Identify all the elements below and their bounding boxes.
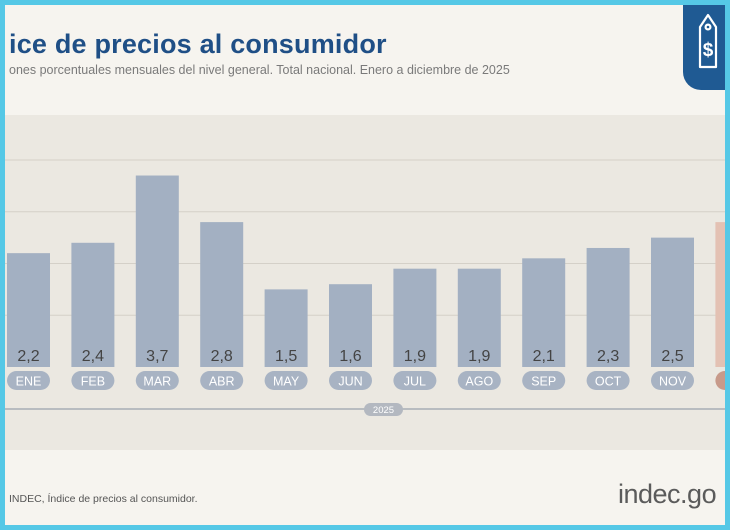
- category-label: JUL: [404, 375, 426, 389]
- page-subtitle: ones porcentuales mensuales del nivel ge…: [9, 63, 510, 77]
- bar-value-label: 2,3: [597, 348, 619, 365]
- logo-badge: $: [683, 5, 725, 90]
- bar: [522, 258, 566, 367]
- category-pill: [522, 371, 566, 390]
- category-pill: [264, 371, 308, 390]
- bar-value-label: 1,5: [275, 348, 297, 365]
- bar: [651, 237, 694, 367]
- bar: [135, 175, 179, 367]
- bar: [7, 253, 50, 367]
- bar: [393, 268, 437, 367]
- category-label: JUN: [338, 375, 362, 389]
- category-label: MAY: [273, 375, 300, 389]
- bar: [329, 284, 372, 367]
- category-pill: [135, 371, 179, 390]
- year-label: 2025: [373, 405, 394, 416]
- category-label: FEB: [81, 375, 105, 389]
- bar: [457, 268, 501, 367]
- bar-chart: 2,2 ENE 2,4 FEB 3,7 MAR 2,8 ABR 1,5 MAY 1,6 JUN 1,9 J…: [5, 159, 725, 416]
- bar: [264, 289, 308, 367]
- source-note: INDEC, Índice de precios al consumidor.: [9, 493, 198, 505]
- category-pill: [586, 371, 630, 390]
- category-pill: [715, 371, 725, 390]
- bar: [586, 247, 630, 367]
- category-label: ABR: [209, 375, 235, 389]
- bar-value-label: 2,4: [82, 348, 104, 365]
- bar-value-label: 2,1: [533, 348, 555, 365]
- bar-value-label: 2,8: [211, 348, 233, 365]
- bar: [71, 242, 115, 367]
- bar-value-label: 1,9: [468, 348, 490, 365]
- category-label: ENE: [16, 375, 42, 389]
- year-pill: [364, 403, 403, 416]
- category-label: SEP: [531, 375, 556, 389]
- bar-value-label: 1,6: [339, 348, 361, 365]
- category-label: NOV: [659, 375, 687, 389]
- brand-logo: indec.go: [618, 479, 717, 509]
- category-pill: [71, 371, 115, 390]
- bar: [715, 222, 725, 367]
- category-pill: [329, 371, 372, 390]
- category-pill: [457, 371, 501, 390]
- bar: [200, 222, 244, 367]
- category-pill: [200, 371, 244, 390]
- price-tag-dollar-icon: $: [698, 13, 718, 69]
- category-pill: [7, 371, 50, 390]
- bar-value-label: 2,2: [17, 348, 39, 365]
- svg-text:$: $: [703, 40, 714, 61]
- page-title: ice de precios al consumidor: [9, 29, 387, 59]
- category-label: OCT: [595, 375, 622, 389]
- category-pill: [393, 371, 437, 390]
- bar-value-label: 1,9: [404, 348, 426, 365]
- bar-value-label: 3,7: [146, 348, 168, 365]
- bar-value-label: 2,5: [661, 348, 683, 365]
- category-label: AGO: [465, 375, 493, 389]
- category-pill: [651, 371, 694, 390]
- category-label: MAR: [143, 375, 171, 389]
